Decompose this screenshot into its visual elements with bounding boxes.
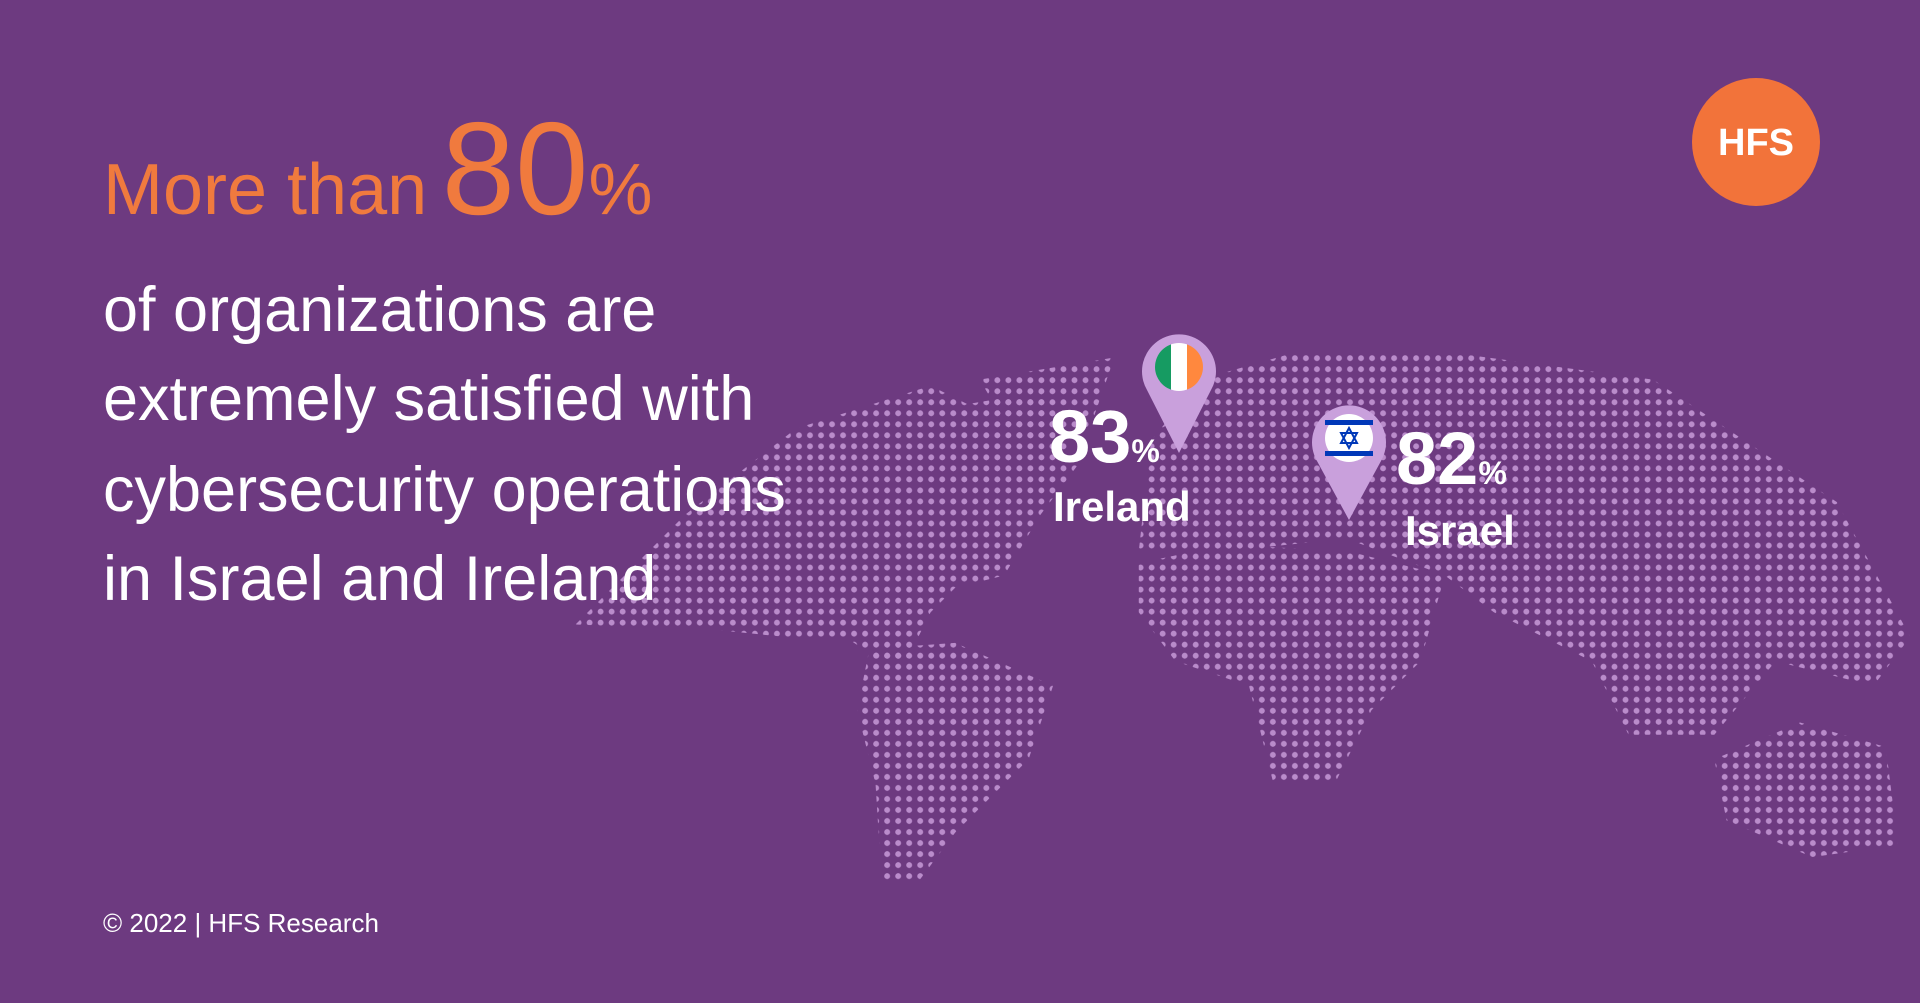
logo: HFS <box>1692 78 1820 206</box>
australia <box>1714 722 1898 858</box>
greenland <box>979 357 1115 441</box>
stat-number: 82 <box>1396 417 1478 500</box>
south-america <box>857 642 1054 882</box>
footer: © 2022 | HFS Research <box>103 908 379 938</box>
body-line: extremely satisfied with <box>103 364 754 434</box>
israel-pin <box>1312 405 1386 520</box>
stat-israel: 82% <box>1396 417 1507 500</box>
body-line: of organizations are <box>103 275 656 345</box>
stat-unit: % <box>1478 455 1506 491</box>
world-map <box>575 355 1911 882</box>
stat-number: 83 <box>1049 395 1131 478</box>
body-text: of organizations are extremely satisfied… <box>103 275 786 614</box>
stat-country: Israel <box>1405 507 1515 554</box>
ireland-pin <box>1141 334 1216 453</box>
israel-flag <box>1325 414 1373 462</box>
stat-country: Ireland <box>1053 483 1191 530</box>
headline-unit: % <box>588 150 652 230</box>
logo-text: HFS <box>1718 122 1794 164</box>
stat-ireland: 83% <box>1049 395 1160 478</box>
headline: More than 80% <box>103 95 653 242</box>
north-america <box>575 385 1078 662</box>
body-line: in Israel and Ireland <box>103 544 656 614</box>
africa <box>1138 544 1445 784</box>
body-line: cybersecurity operations <box>103 455 786 525</box>
headline-number: 80 <box>442 95 589 242</box>
stat-unit: % <box>1131 433 1159 469</box>
headline-prefix: More than <box>103 150 427 230</box>
ireland-flag <box>1155 343 1203 391</box>
